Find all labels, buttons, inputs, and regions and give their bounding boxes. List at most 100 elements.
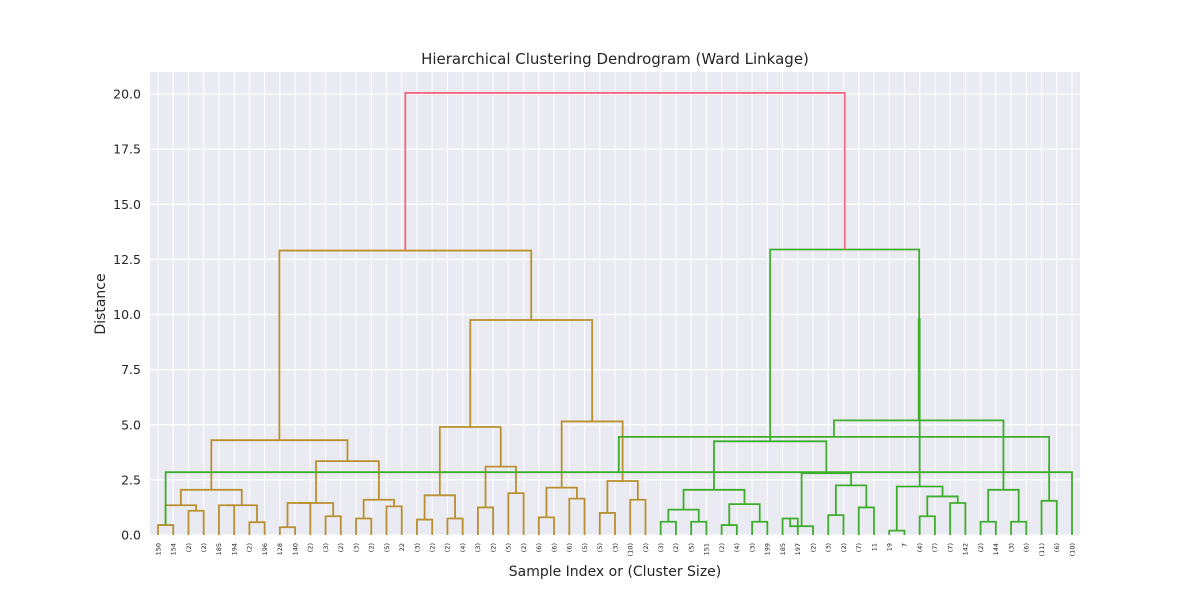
dendrogram-link	[713, 440, 828, 490]
x-tick-label: (2)	[520, 543, 528, 552]
x-tick-label: (2)	[185, 543, 193, 552]
dendrogram-link	[629, 498, 647, 535]
y-tick-label: 10.0	[113, 307, 141, 322]
y-tick-label: 7.5	[121, 362, 141, 377]
x-tick-label: 11	[870, 543, 878, 551]
dendrogram-link	[362, 498, 396, 519]
dendrogram-link	[157, 524, 175, 535]
x-tick-label: 7	[901, 543, 909, 547]
dendrogram-link	[926, 495, 959, 517]
x-tick-label: (3)	[825, 543, 833, 552]
x-tick-label: 151	[703, 543, 711, 555]
x-tick-label: (2)	[444, 543, 452, 552]
x-tick-label: 140	[291, 543, 299, 555]
x-tick-label: 22	[398, 543, 406, 551]
dendrogram-link	[416, 518, 434, 535]
dendrogram-link	[918, 515, 936, 535]
dendrogram-link	[720, 524, 738, 535]
x-tick-label: (3)	[748, 543, 756, 552]
x-tick-label: (3)	[352, 543, 360, 552]
x-tick-label: (4)	[733, 543, 741, 552]
y-tick-label: 12.5	[113, 252, 141, 267]
x-tick-label: 196	[261, 543, 269, 555]
x-tick-label: (4)	[459, 543, 467, 552]
x-tick-label: (11)	[1038, 543, 1046, 556]
dendrogram-link	[560, 420, 624, 488]
x-tick-label: (2)	[429, 543, 437, 552]
dendrogram-link	[834, 484, 868, 516]
x-tick-label: (2)	[809, 543, 817, 552]
dendrogram-link	[278, 249, 533, 441]
x-tick-label: 19	[886, 543, 894, 551]
dendrogram-link	[226, 504, 258, 523]
x-tick-label: (7)	[946, 543, 954, 552]
x-tick-label: (6)	[550, 543, 558, 552]
x-tick-label: (6)	[535, 543, 543, 552]
x-tick-label: (2)	[200, 543, 208, 552]
y-tick-labels: 0.0 2.5 5.0 7.5 10.0 12.5 15.0 17.5 20.0	[113, 87, 141, 543]
x-tick-label: (7)	[855, 543, 863, 552]
x-tick-label: (2)	[977, 543, 985, 552]
x-tick-label: (5)	[687, 543, 695, 552]
x-tick-label: (2)	[246, 543, 254, 552]
x-tick-label: (2)	[368, 543, 376, 552]
x-tick-label: (6)	[1023, 543, 1031, 552]
x-tick-label: 185	[779, 543, 787, 555]
x-tick-label: (3)	[1007, 543, 1015, 552]
dendrogram-link	[545, 486, 578, 518]
x-tick-label: (4)	[916, 543, 924, 552]
x-tick-label: 144	[992, 543, 1000, 555]
y-tick-label: 5.0	[121, 417, 141, 432]
x-tick-label: 150	[154, 543, 162, 555]
x-tick-label: (2)	[337, 543, 345, 552]
x-tick-label: (5)	[383, 543, 391, 552]
x-tick-label: (5)	[505, 543, 513, 552]
x-tick-label: 197	[794, 543, 802, 555]
grid	[150, 72, 1080, 536]
y-tick-label: 0.0	[121, 528, 141, 543]
dendrogram-link	[438, 426, 502, 496]
x-tick-label: 128	[276, 543, 284, 555]
x-tick-label: 185	[215, 543, 223, 555]
x-tick-label: (2)	[672, 543, 680, 552]
x-tick-labels: 150 154 (2) (2) 185 194 (2) 196 128 140 (2) (3) (2) (…	[154, 543, 1076, 556]
x-tick-label: (3)	[611, 543, 619, 552]
x-tick-label: 142	[962, 543, 970, 555]
dendrogram-link	[789, 518, 814, 535]
x-tick-label: 194	[230, 543, 238, 555]
y-tick-label: 17.5	[113, 142, 141, 157]
x-tick-label: (5)	[596, 543, 604, 552]
dendrogram-link	[917, 318, 921, 487]
x-tick-label: (2)	[642, 543, 650, 552]
dendrogram-link	[404, 92, 846, 251]
x-tick-label: (2)	[840, 543, 848, 552]
dendrogram-link	[298, 502, 335, 517]
x-tick-label: (3)	[413, 543, 421, 552]
dendrogram-link	[187, 509, 205, 535]
dendrogram-link	[949, 502, 967, 535]
dendrogram-link	[324, 515, 342, 535]
x-tick-label: (10)	[1068, 543, 1076, 556]
y-tick-label: 15.0	[113, 197, 141, 212]
x-tick-label: (2)	[307, 543, 315, 552]
y-tick-label: 2.5	[121, 472, 141, 487]
x-axis-label: Sample Index or (Cluster Size)	[509, 564, 722, 580]
x-tick-label: (5)	[581, 543, 589, 552]
y-axis-label: Distance	[93, 273, 109, 334]
y-tick-label: 20.0	[113, 87, 141, 102]
x-tick-label: 199	[764, 543, 772, 555]
dendrogram-links	[157, 92, 1073, 535]
x-tick-label: 154	[170, 543, 178, 555]
x-tick-label: (6)	[566, 543, 574, 552]
x-tick-label: (7)	[931, 543, 939, 552]
dendrogram-link	[537, 516, 555, 535]
dendrogram-link	[507, 492, 525, 535]
x-tick-label: (3)	[322, 543, 330, 552]
x-tick-label: (2)	[489, 543, 497, 552]
dendrogram-link	[469, 319, 594, 427]
dendrogram-link	[286, 502, 312, 535]
dendrogram-link	[800, 472, 853, 527]
x-tick-label: (3)	[474, 543, 482, 552]
x-tick-label: (6)	[1053, 543, 1061, 552]
